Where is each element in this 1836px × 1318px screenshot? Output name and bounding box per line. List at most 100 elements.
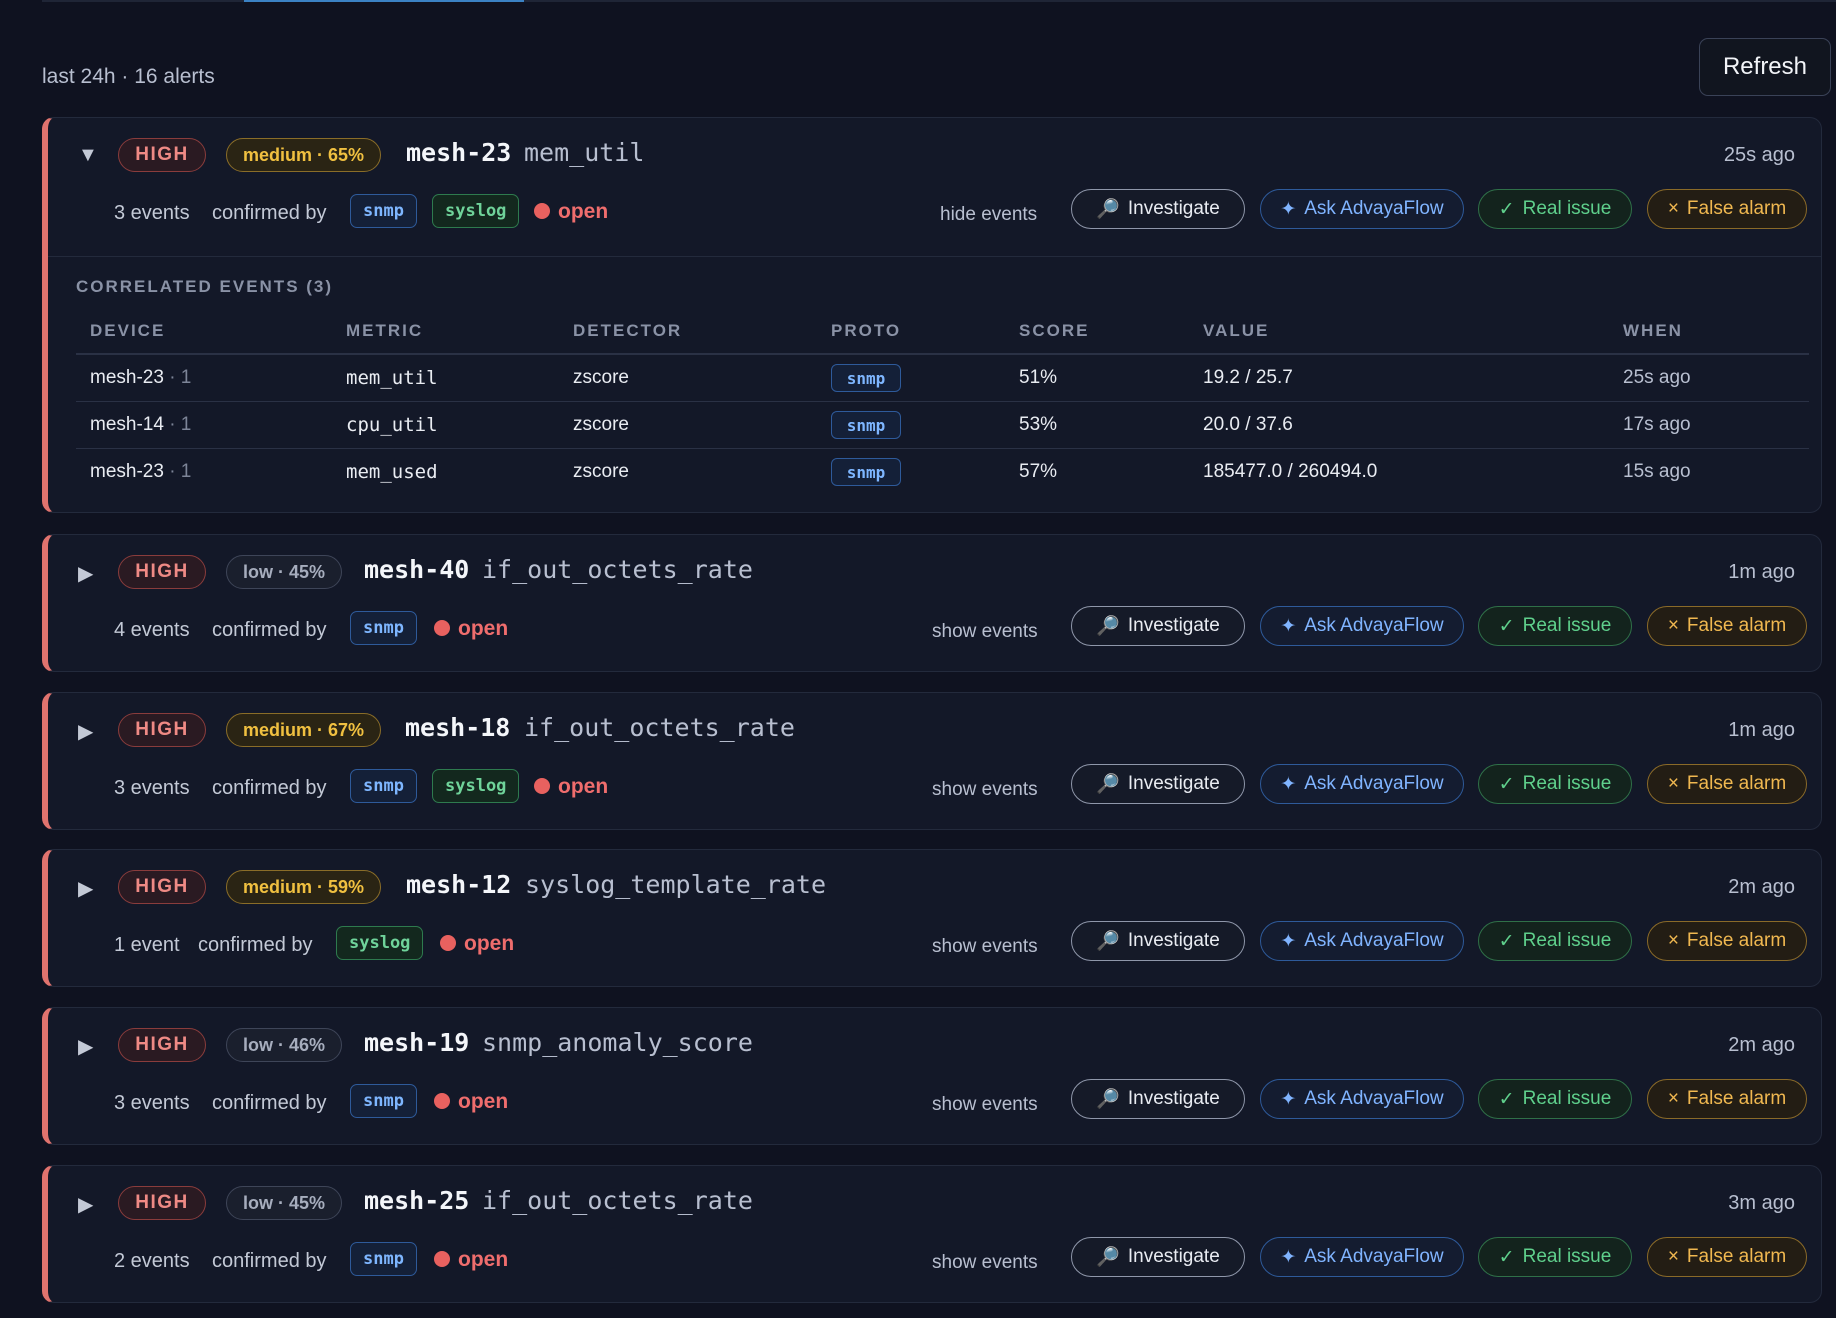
severity-badge: HIGH [118, 713, 206, 747]
cell-metric: cpu_util [346, 414, 438, 436]
sparkle-icon: ✦ [1280, 773, 1297, 795]
cell-proto: snmp [831, 364, 901, 392]
investigate-button[interactable]: 🔎 Investigate [1071, 1237, 1245, 1277]
column-header: METRIC [346, 321, 424, 340]
table-row[interactable]: mesh-14 · 1 cpu_util zscore snmp 53% 20.… [76, 402, 1809, 449]
caret-right-icon[interactable]: ▶ [78, 563, 94, 585]
table-row[interactable]: mesh-23 · 1 mem_used zscore snmp 57% 185… [76, 449, 1809, 495]
cell-detector: zscore [573, 367, 629, 388]
toggle-events-link[interactable]: show events [932, 1094, 1038, 1115]
investigate-button[interactable]: 🔎 Investigate [1071, 606, 1245, 646]
ask-advayaflow-button[interactable]: ✦ Ask AdvayaFlow [1260, 1079, 1464, 1119]
source-tag-syslog: syslog [432, 769, 520, 803]
investigate-button[interactable]: 🔎 Investigate [1071, 1079, 1245, 1119]
alert-time: 2m ago [1728, 1034, 1795, 1056]
status-dot-icon [434, 620, 450, 636]
device-name: mesh-25 [364, 1186, 470, 1215]
table-header-divider [76, 353, 1809, 355]
device-name: mesh-12 [406, 870, 512, 899]
alert-card: ▶ HIGH low · 45% mesh-40 if_out_octets_r… [42, 534, 1822, 672]
caret-right-icon[interactable]: ▶ [78, 1194, 94, 1216]
check-icon: ✓ [1498, 930, 1515, 952]
cell-device: mesh-23 · 1 [90, 367, 192, 388]
status-badge: open [434, 617, 508, 641]
cell-detector: zscore [573, 461, 629, 482]
correlated-events-title: CORRELATED EVENTS (3) [76, 277, 334, 296]
status-dot-icon [534, 203, 550, 219]
toggle-events-link[interactable]: show events [932, 1252, 1038, 1273]
refresh-button[interactable]: Refresh [1699, 38, 1831, 96]
x-icon: × [1667, 930, 1679, 951]
caret-down-icon[interactable]: ▼ [78, 144, 98, 166]
source-tag-snmp: snmp [350, 769, 417, 803]
confirmed-by-label: confirmed by [212, 777, 327, 799]
event-count: 3 events [114, 202, 190, 224]
status-badge: open [440, 932, 514, 956]
alert-time: 2m ago [1728, 876, 1795, 898]
caret-right-icon[interactable]: ▶ [78, 721, 94, 743]
confidence-badge: medium · 59% [226, 870, 382, 904]
check-icon: ✓ [1498, 1246, 1515, 1268]
alert-time: 1m ago [1728, 719, 1795, 741]
cell-device: mesh-14 · 1 [90, 414, 192, 435]
confirmed-by-label: confirmed by [198, 934, 313, 956]
toggle-events-link[interactable]: show events [932, 936, 1038, 957]
real-issue-button[interactable]: ✓ Real issue [1478, 921, 1632, 961]
source-tag-syslog: syslog [432, 194, 520, 228]
alert-card: ▼ HIGH medium · 65% mesh-23 mem_util 25s… [42, 117, 1822, 513]
ask-advayaflow-button[interactable]: ✦ Ask AdvayaFlow [1260, 921, 1464, 961]
alert-time: 1m ago [1728, 561, 1795, 583]
false-alarm-button[interactable]: × False alarm [1647, 1079, 1807, 1119]
investigate-button[interactable]: 🔎 Investigate [1071, 189, 1245, 229]
magnifier-icon: 🔎 [1096, 1089, 1120, 1110]
confidence-badge: low · 45% [226, 1186, 343, 1220]
sparkle-icon: ✦ [1280, 930, 1297, 952]
status-badge: open [534, 775, 608, 799]
caret-right-icon[interactable]: ▶ [78, 878, 94, 900]
magnifier-icon: 🔎 [1096, 774, 1120, 795]
cell-score: 51% [1019, 367, 1058, 388]
cell-when: 17s ago [1623, 414, 1691, 435]
investigate-button[interactable]: 🔎 Investigate [1071, 921, 1245, 961]
severity-badge: HIGH [118, 1186, 206, 1220]
toggle-events-link[interactable]: show events [932, 621, 1038, 642]
column-header: SCORE [1019, 321, 1090, 340]
metric-name: if_out_octets_rate [524, 713, 795, 742]
column-header: DEVICE [90, 321, 166, 340]
x-icon: × [1667, 1088, 1679, 1109]
false-alarm-button[interactable]: × False alarm [1647, 764, 1807, 804]
real-issue-button[interactable]: ✓ Real issue [1478, 606, 1632, 646]
column-header: WHEN [1623, 321, 1683, 340]
metric-name: mem_util [524, 138, 645, 167]
magnifier-icon: 🔎 [1096, 616, 1120, 637]
sparkle-icon: ✦ [1280, 1088, 1297, 1110]
ask-advayaflow-button[interactable]: ✦ Ask AdvayaFlow [1260, 189, 1464, 229]
ask-advayaflow-button[interactable]: ✦ Ask AdvayaFlow [1260, 1237, 1464, 1277]
investigate-button[interactable]: 🔎 Investigate [1071, 764, 1245, 804]
false-alarm-button[interactable]: × False alarm [1647, 606, 1807, 646]
ask-advayaflow-button[interactable]: ✦ Ask AdvayaFlow [1260, 606, 1464, 646]
confidence-badge: medium · 65% [226, 138, 382, 172]
real-issue-button[interactable]: ✓ Real issue [1478, 1237, 1632, 1277]
caret-right-icon[interactable]: ▶ [78, 1036, 94, 1058]
toggle-events-link[interactable]: show events [932, 779, 1038, 800]
alert-card: ▶ HIGH medium · 59% mesh-12 syslog_templ… [42, 849, 1822, 987]
table-row[interactable]: mesh-23 · 1 mem_util zscore snmp 51% 19.… [76, 355, 1809, 402]
false-alarm-button[interactable]: × False alarm [1647, 1237, 1807, 1277]
real-issue-button[interactable]: ✓ Real issue [1478, 764, 1632, 804]
cell-detector: zscore [573, 414, 629, 435]
ask-advayaflow-button[interactable]: ✦ Ask AdvayaFlow [1260, 764, 1464, 804]
source-tag-syslog: syslog [336, 926, 424, 960]
false-alarm-button[interactable]: × False alarm [1647, 921, 1807, 961]
false-alarm-button[interactable]: × False alarm [1647, 189, 1807, 229]
toggle-events-link[interactable]: hide events [940, 204, 1038, 225]
status-badge: open [434, 1248, 508, 1272]
device-name: mesh-18 [405, 713, 511, 742]
status-badge: open [434, 1090, 508, 1114]
tab-underline [42, 0, 1836, 2]
status-badge: open [534, 200, 608, 224]
real-issue-button[interactable]: ✓ Real issue [1478, 189, 1632, 229]
metric-name: snmp_anomaly_score [482, 1028, 753, 1057]
cell-score: 57% [1019, 461, 1058, 482]
real-issue-button[interactable]: ✓ Real issue [1478, 1079, 1632, 1119]
